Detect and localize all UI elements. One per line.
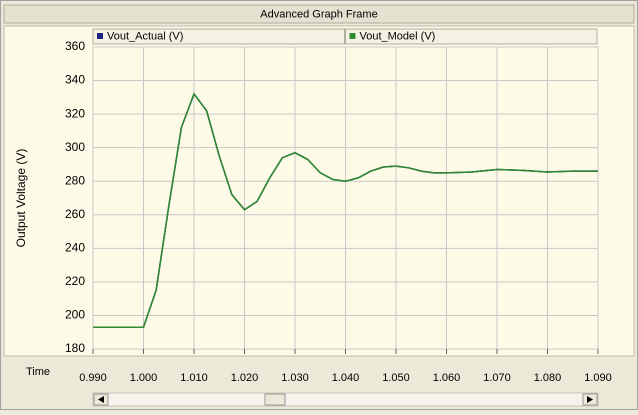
y-tick-label: 240 [65, 241, 85, 255]
x-tick-label: 1.080 [534, 372, 562, 384]
y-tick-label: 280 [65, 173, 85, 187]
arrow-left [98, 396, 104, 403]
x-tick-label: 1.040 [332, 372, 360, 384]
x-tick-label: 1.030 [281, 372, 309, 384]
x-tick-label: 0.990 [79, 372, 107, 384]
series-line [93, 92, 598, 328]
x-tick-label: 1.070 [483, 372, 511, 384]
y-tick-label: 340 [65, 73, 85, 87]
y-tick-label: 260 [65, 207, 85, 221]
title: Advanced Graph Frame [260, 8, 377, 20]
y-tick-label: 320 [65, 106, 85, 120]
x-tick-label: 1.000 [130, 372, 158, 384]
legend-label: Vout_Actual (V) [107, 30, 183, 42]
legend-box [345, 28, 598, 45]
y-tick-label: 180 [65, 341, 85, 355]
x-tick-label: 1.050 [382, 372, 410, 384]
y-tick-label: 200 [65, 308, 85, 322]
y-tick-label: 300 [65, 140, 85, 154]
y-tick-label: 360 [65, 39, 85, 53]
y-tick-label: 220 [65, 274, 85, 288]
y-axis-label: Output Voltage (V) [14, 149, 28, 248]
arrow-right [587, 396, 593, 403]
scrollbar[interactable] [92, 392, 599, 407]
x-tick-label: 1.010 [180, 372, 208, 384]
x-tick-label: 1.090 [584, 372, 612, 384]
title-bar [3, 4, 635, 24]
scroll-thumb[interactable] [264, 393, 286, 406]
legend-swatch [349, 33, 356, 39]
legend-label: Vout_Model (V) [360, 30, 436, 42]
x-axis-label: Time [26, 366, 50, 378]
legend-box [92, 28, 345, 45]
legend-swatch [97, 33, 103, 39]
x-tick-label: 1.060 [433, 372, 461, 384]
x-tick-label: 1.020 [231, 372, 259, 384]
